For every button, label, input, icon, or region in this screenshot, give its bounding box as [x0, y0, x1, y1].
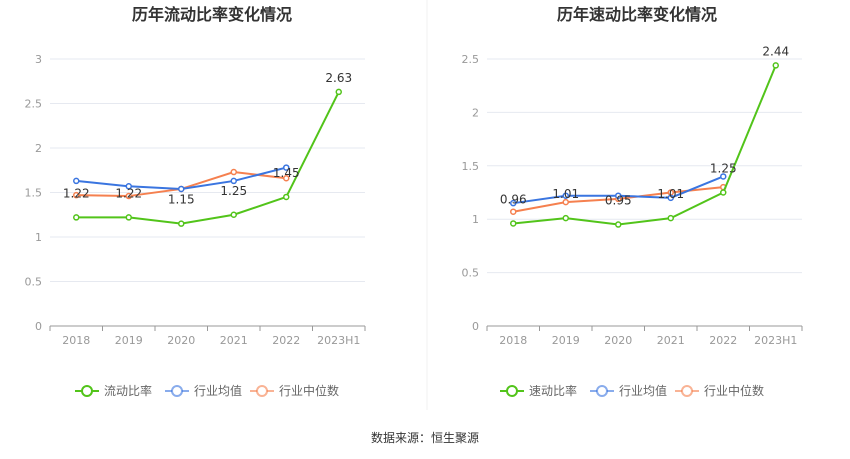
data-point	[230, 177, 237, 185]
data-point	[335, 88, 342, 96]
data-point	[510, 220, 517, 227]
data-label: 2.44	[762, 44, 789, 58]
data-point	[125, 214, 132, 221]
data-point	[615, 221, 622, 228]
data-label: 1.01	[552, 187, 579, 201]
data-point	[178, 185, 185, 193]
x-tick-label: 2018	[62, 334, 90, 347]
y-tick-label: 1	[35, 231, 42, 244]
y-tick-label: 1.5	[462, 160, 480, 173]
data-point	[283, 164, 290, 171]
legend-label: 行业均值	[619, 383, 667, 398]
y-tick-label: 1	[472, 213, 479, 226]
legend-marker-icon	[171, 385, 183, 397]
legend-label: 行业中位数	[704, 383, 764, 398]
data-label: 2.63	[325, 71, 352, 85]
data-point	[510, 208, 517, 215]
data-label: 1.25	[220, 184, 247, 198]
chart-title: 历年速动比率变化情况	[557, 5, 717, 24]
data-point	[667, 194, 674, 202]
data-point	[772, 62, 779, 69]
legend-item-2[interactable]: 行业中位数	[250, 383, 339, 398]
y-tick-label: 3	[35, 53, 42, 66]
legend-item-1[interactable]: 行业均值	[590, 383, 667, 398]
chart-title: 历年流动比率变化情况	[132, 5, 292, 24]
x-tick-label: 2021	[657, 334, 685, 347]
data-label: 0.96	[500, 192, 527, 206]
legend-label: 行业中位数	[279, 383, 339, 398]
data-label: 1.15	[168, 193, 195, 207]
x-tick-label: 2023H1	[754, 334, 797, 347]
legend-marker-icon	[681, 385, 693, 397]
x-tick-label: 2019	[552, 334, 580, 347]
data-label: 1.01	[657, 187, 684, 201]
data-point	[667, 214, 674, 222]
data-point	[230, 168, 237, 176]
x-tick-label: 2023H1	[317, 334, 360, 347]
series-line-0	[76, 91, 340, 225]
y-tick-label: 1.5	[25, 187, 43, 200]
data-point	[125, 183, 132, 190]
data-point	[73, 191, 80, 199]
data-point	[562, 214, 569, 222]
data-point	[562, 192, 569, 199]
y-tick-label: 2	[472, 106, 479, 119]
data-label: 1.22	[115, 186, 142, 200]
legend-item-2[interactable]: 行业中位数	[675, 383, 764, 398]
legend-label: 速动比率	[529, 383, 577, 398]
data-point	[510, 199, 517, 207]
legend-item-0[interactable]: 流动比率	[75, 383, 152, 398]
data-point	[283, 193, 290, 201]
x-tick-label: 2021	[220, 334, 248, 347]
data-point	[178, 220, 185, 227]
data-point	[73, 177, 80, 185]
y-tick-label: 0.5	[462, 267, 480, 280]
y-tick-label: 2.5	[462, 53, 480, 66]
data-point	[720, 173, 727, 180]
legend-item-1[interactable]: 行业均值	[165, 383, 242, 398]
y-tick-label: 0	[472, 320, 479, 333]
chart-0: 历年流动比率变化情况 0 0.5 1 1.5 2 2.5 3 2018 2019 2020 2021 2…	[25, 5, 366, 398]
data-label: 0.95	[605, 194, 632, 208]
data-point	[615, 192, 622, 199]
y-tick-label: 0.5	[25, 276, 43, 289]
legend-marker-icon	[81, 385, 93, 397]
x-tick-label: 2018	[499, 334, 527, 347]
data-point	[125, 192, 132, 200]
legend-marker-icon	[256, 385, 268, 397]
legend-marker-icon	[506, 385, 518, 397]
x-tick-label: 2019	[115, 334, 143, 347]
x-tick-label: 2022	[272, 334, 300, 347]
data-point	[283, 175, 290, 182]
y-tick-label: 0	[35, 320, 42, 333]
y-tick-label: 2	[35, 142, 42, 155]
data-point	[230, 211, 237, 218]
data-point	[720, 189, 727, 196]
y-tick-label: 2.5	[25, 98, 43, 111]
x-tick-label: 2020	[167, 334, 195, 347]
data-label: 1.25	[710, 162, 737, 176]
data-point	[562, 198, 569, 206]
chart-1: 历年速动比率变化情况 0 0.5 1 1.5 2 2.5 2018 2019 2020 2021 20…	[462, 5, 803, 398]
legend-label: 行业均值	[194, 383, 242, 398]
series-line-0	[513, 65, 777, 226]
legend-item-0[interactable]: 速动比率	[500, 383, 577, 398]
legend-marker-icon	[596, 385, 608, 397]
data-label: 1.45	[273, 166, 300, 180]
x-tick-label: 2020	[604, 334, 632, 347]
data-point	[73, 214, 80, 221]
data-label: 1.22	[63, 186, 90, 200]
source-note: 数据来源：恒生聚源	[371, 430, 479, 445]
legend-label: 流动比率	[104, 383, 152, 398]
x-tick-label: 2022	[709, 334, 737, 347]
